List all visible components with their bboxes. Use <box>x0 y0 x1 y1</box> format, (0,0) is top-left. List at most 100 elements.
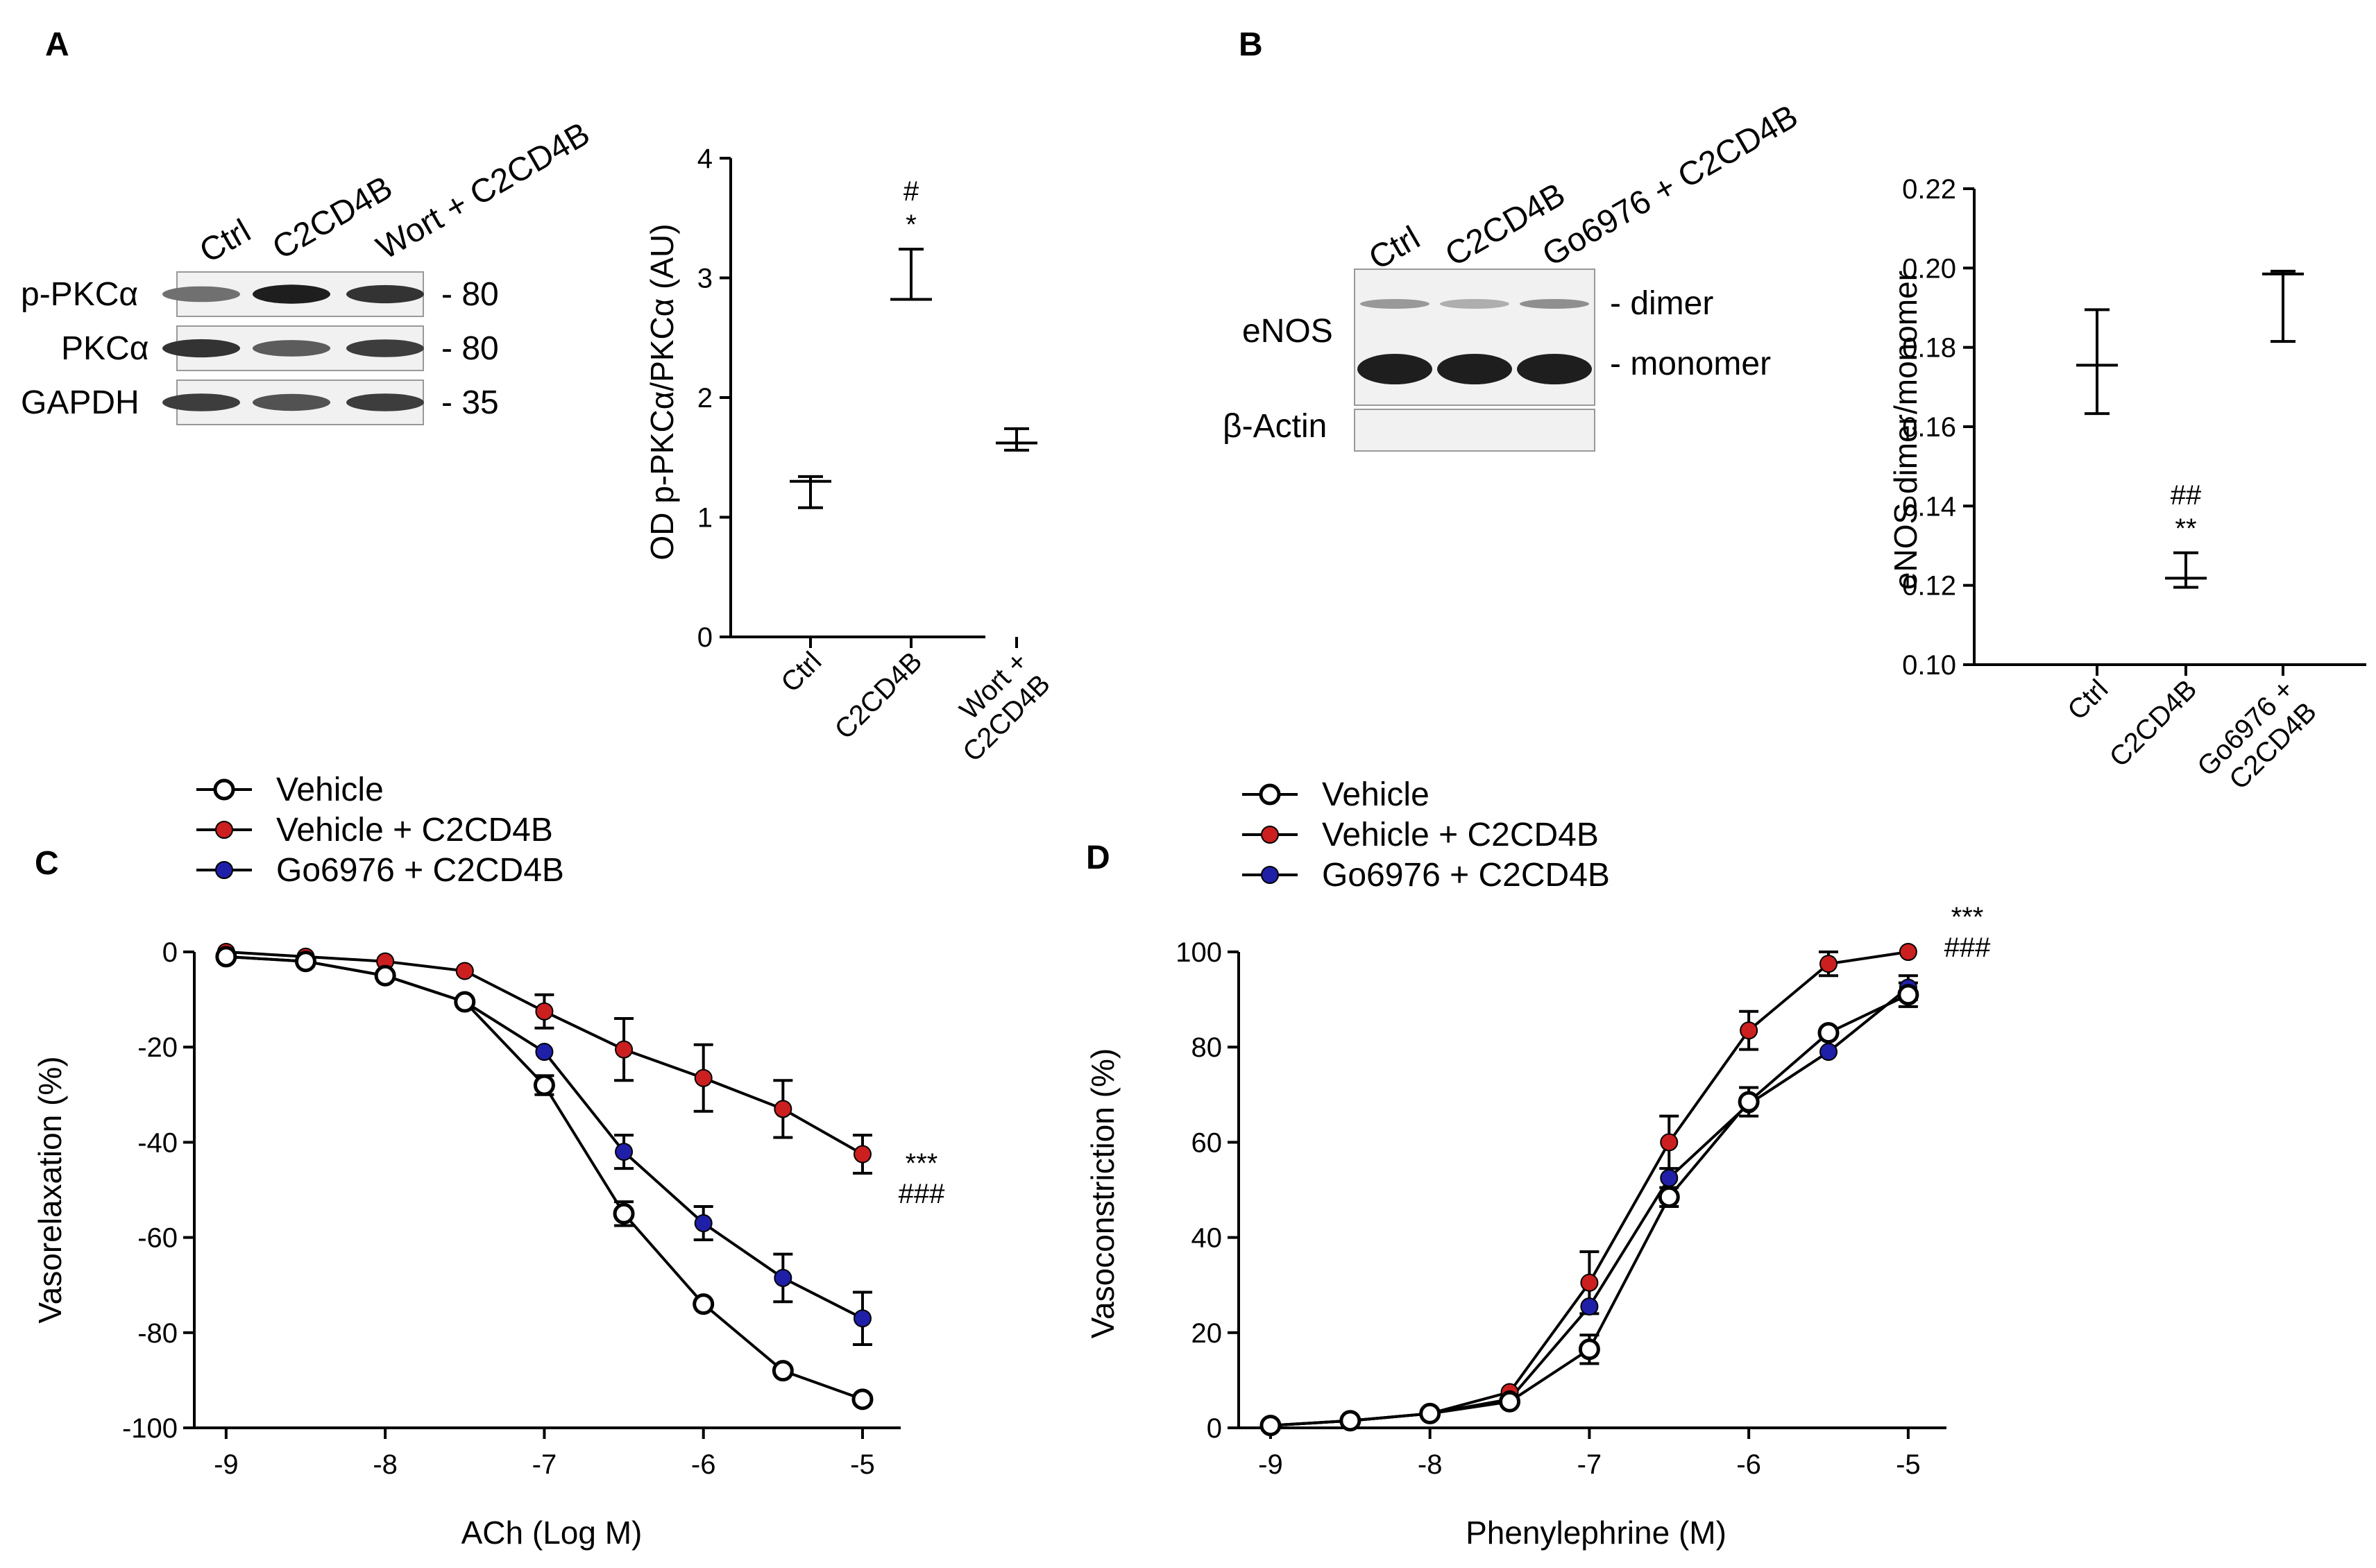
blot-a-band <box>253 284 330 304</box>
chart-d-significance: ### <box>1944 932 1991 963</box>
chart-c-point-vehicle <box>613 1202 635 1225</box>
legend-c-label-vehicle: Vehicle <box>276 772 384 808</box>
blot-b-monomer-band <box>1437 354 1512 384</box>
panel-d-legend: Vehicle Vehicle + C2CD4B Go6976 + C2CD4B <box>1242 776 1610 894</box>
chart-a-ytick-label: 3 <box>697 264 713 294</box>
legend-d-label-go6976-c2cd4b: Go6976 + C2CD4B <box>1322 857 1610 894</box>
blot-a-band <box>162 339 240 358</box>
chart-b-ytick-label: 0.10 <box>1902 650 1956 681</box>
blot-a-lane-ctrl: Ctrl <box>194 212 257 270</box>
chart-c-xtick-label: -5 <box>850 1449 875 1480</box>
chart-a-xtick-line: Ctrl <box>775 646 827 698</box>
chart-c-ytick-label: -80 <box>137 1318 178 1349</box>
blot-a-band <box>346 284 424 304</box>
chart-c-ytick-label: -40 <box>137 1127 178 1158</box>
chart-c-ytick-label: -20 <box>137 1032 178 1063</box>
chart-c-xtick-label: -7 <box>532 1449 557 1480</box>
chart-d-ylabel: Vasoconstriction (%) <box>1085 1048 1121 1338</box>
blot-b-dimer: - dimer <box>1610 285 1713 322</box>
blot-a-band <box>162 393 240 411</box>
chart-d-ytick-label: 100 <box>1176 937 1222 968</box>
chart-d-point-vehicle-c2cd4b <box>1899 943 1917 961</box>
panel-d-label: D <box>1086 840 1110 876</box>
legend-c-label-vehicle-c2cd4b: Vehicle + C2CD4B <box>276 812 553 849</box>
panel-c-chart: Vasorelaxation (%) ACh (Log M) -100-80-6… <box>32 937 945 1551</box>
blot-a-band <box>162 286 240 302</box>
blot-b-dimer-band <box>1520 299 1589 309</box>
chart-d-point-vehicle-c2cd4b <box>1740 1021 1758 1040</box>
chart-c-xtick-label: -9 <box>214 1449 239 1480</box>
chart-d-xtick-label: -6 <box>1736 1449 1761 1480</box>
chart-c-point-go6976-c2cd4b <box>535 1043 554 1062</box>
chart-d-ytick-label: 60 <box>1191 1127 1223 1158</box>
chart-d-point-vehicle-c2cd4b <box>1660 1133 1679 1152</box>
chart-d-xtick-label: -9 <box>1258 1449 1283 1480</box>
blot-b-dimer-band <box>1440 299 1509 309</box>
chart-c-point-vehicle-c2cd4b <box>615 1040 634 1059</box>
chart-c-point-go6976-c2cd4b <box>694 1214 713 1233</box>
chart-c-point-vehicle <box>215 946 237 968</box>
chart-a-ytick-label: 4 <box>697 144 713 174</box>
chart-d-point-go6976-c2cd4b <box>1660 1168 1679 1187</box>
chart-c-point-vehicle <box>294 951 316 973</box>
chart-c-point-vehicle <box>454 991 476 1013</box>
blot-b-monomer-band <box>1357 354 1432 384</box>
blot-a-band <box>346 393 424 411</box>
blot-a-row-gapdh: GAPDH <box>21 384 139 421</box>
chart-d-point-vehicle-c2cd4b <box>1819 955 1838 973</box>
chart-d-point-vehicle <box>1897 984 1919 1006</box>
chart-c-significance: *** <box>906 1148 938 1179</box>
chart-b-ylabel: eNOS dimer/monomer <box>1887 271 1924 590</box>
chart-c-point-go6976-c2cd4b <box>853 1309 872 1328</box>
blot-a-lane-wort: Wort + C2CD4B <box>371 115 596 266</box>
chart-d-point-vehicle <box>1339 1410 1361 1432</box>
chart-d-ytick-label: 0 <box>1207 1413 1222 1444</box>
chart-c-ylabel: Vasorelaxation (%) <box>32 1056 68 1323</box>
blot-a-band <box>253 393 330 411</box>
blot-b-lane-go6976: Go6976 + C2CD4B <box>1536 98 1804 273</box>
legend-c-label-go6976-c2cd4b: Go6976 + C2CD4B <box>276 852 564 889</box>
chart-b-ytick-label: 0.14 <box>1902 491 1956 522</box>
blot-a-mw-3: - 35 <box>441 384 499 421</box>
chart-a-ytick-label: 2 <box>697 383 713 414</box>
chart-c-significance: ### <box>899 1179 945 1209</box>
blot-b-monomer: - monomer <box>1610 346 1771 382</box>
legend-d-marker-vehicle-c2cd4b <box>1261 826 1279 844</box>
legend-d-marker-go6976-c2cd4b <box>1261 866 1279 884</box>
blot-a-lane-c2cd4b: C2CD4B <box>266 169 399 267</box>
blot-b-actin-frame <box>1354 409 1595 452</box>
chart-c-point-vehicle-c2cd4b <box>774 1100 792 1118</box>
chart-d-ytick-label: 20 <box>1191 1318 1223 1349</box>
chart-c-point-vehicle-c2cd4b <box>535 1002 554 1021</box>
chart-c-ytick-label: 0 <box>162 937 178 968</box>
panel-c-label: C <box>35 845 59 882</box>
blot-a-row-ppkca: p-PKCα <box>21 276 138 313</box>
chart-a-xtick-label: Wort +C2CD4B <box>935 646 1056 767</box>
chart-d-point-vehicle <box>1578 1338 1600 1361</box>
chart-d-point-go6976-c2cd4b <box>1580 1297 1599 1316</box>
blot-a-band <box>253 340 330 357</box>
chart-c-point-vehicle <box>374 964 396 987</box>
chart-a-significance: * <box>906 210 917 240</box>
chart-d-xtick-label: -8 <box>1418 1449 1443 1480</box>
chart-d-ytick-label: 40 <box>1191 1223 1223 1254</box>
chart-a-ylabel: OD p-PKCα/PKCα (AU) <box>644 223 680 560</box>
blot-b-dimer-band <box>1360 299 1429 309</box>
blot-b-enos-frame <box>1354 269 1595 406</box>
chart-c-point-vehicle <box>533 1074 555 1096</box>
chart-b-ytick-label: 0.16 <box>1902 412 1956 443</box>
panel-b-label: B <box>1239 26 1263 63</box>
chart-c-point-vehicle-c2cd4b <box>455 962 474 980</box>
panel-b-chart: eNOS dimer/monomer 0.10 0.12 0.14 0.16 0.18 0… <box>1887 174 2366 796</box>
chart-d-xtick-label: -5 <box>1896 1449 1921 1480</box>
chart-b-significance: ## <box>2171 480 2202 511</box>
chart-c-xtick-label: -8 <box>373 1449 398 1480</box>
legend-d-label-vehicle: Vehicle <box>1322 776 1429 813</box>
chart-b-significance: ** <box>2175 513 2196 544</box>
chart-c-point-go6976-c2cd4b <box>615 1143 634 1161</box>
chart-d-point-vehicle-c2cd4b <box>1580 1273 1599 1292</box>
chart-a-significance: # <box>903 176 919 207</box>
chart-b-xtick-line: C2CD4B <box>2104 674 2203 773</box>
chart-d-ytick-label: 80 <box>1191 1032 1223 1063</box>
